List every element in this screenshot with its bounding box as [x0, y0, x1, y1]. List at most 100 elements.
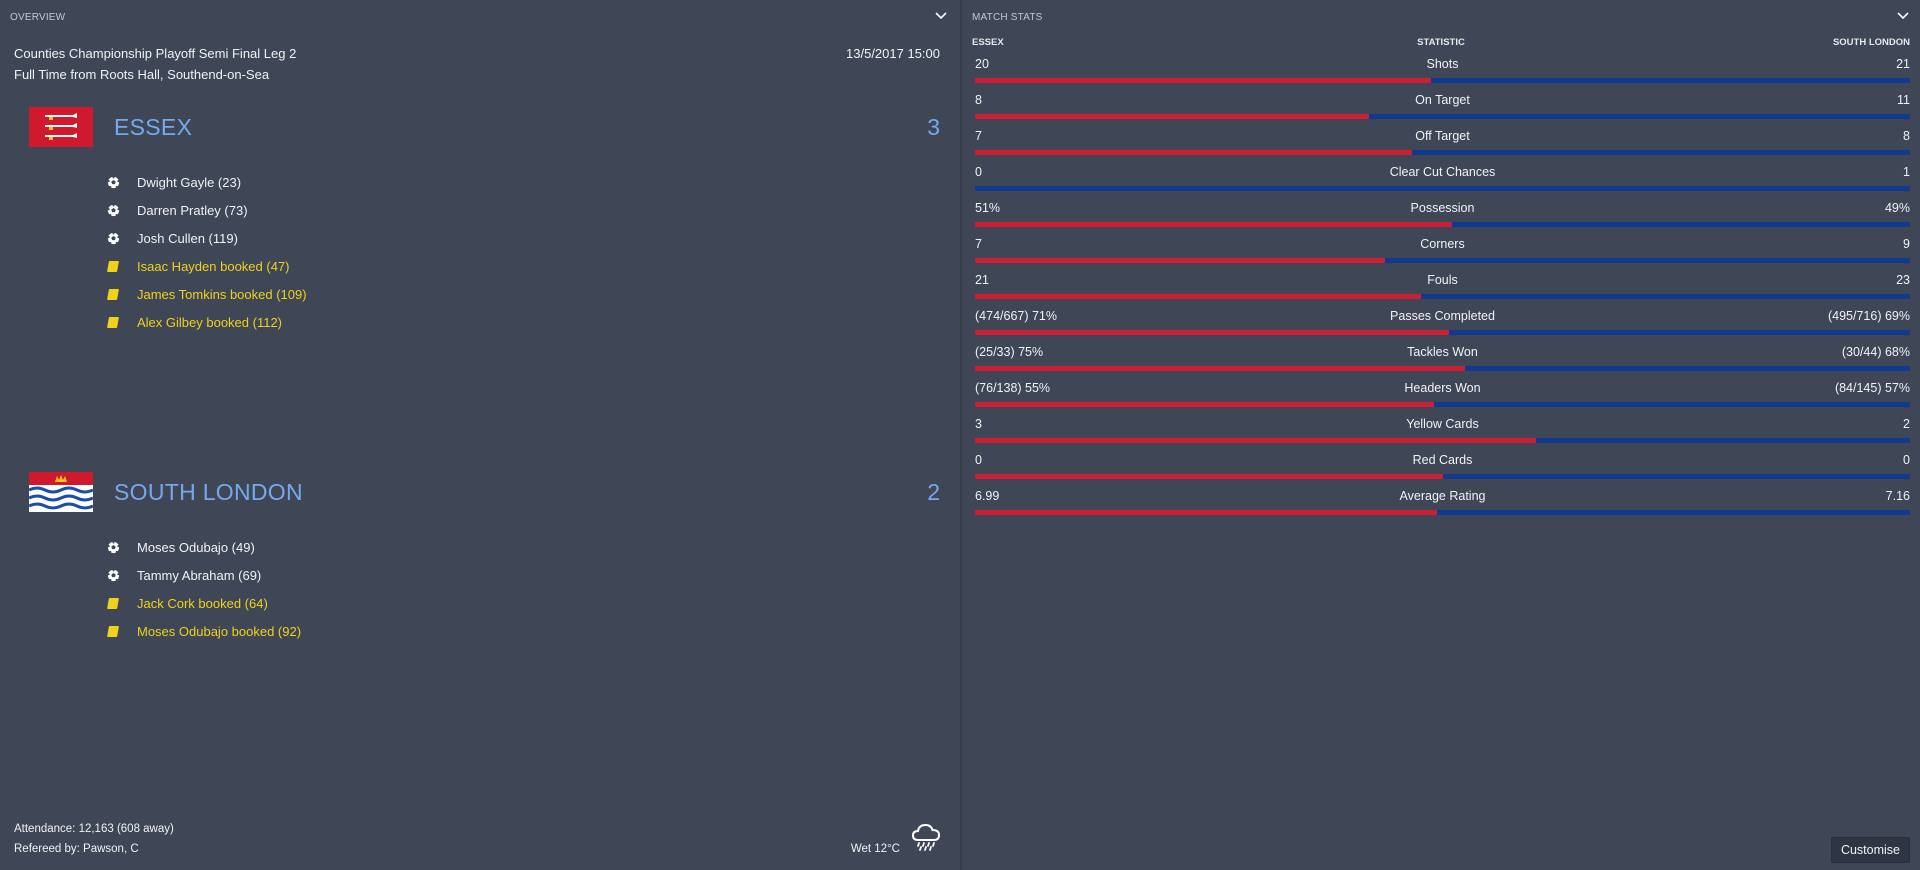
- customise-button[interactable]: Customise: [1830, 837, 1910, 863]
- stat-away-value: 8: [1903, 129, 1910, 143]
- overview-header: OVERVIEW: [0, 0, 958, 34]
- stat-away-value: 7.16: [1885, 489, 1910, 503]
- overview-collapse-button[interactable]: [932, 7, 950, 25]
- event-text[interactable]: Dwight Gayle (23): [137, 174, 242, 190]
- yellow-card-icon: [106, 259, 120, 273]
- event-text[interactable]: Moses Odubajo (49): [137, 539, 255, 555]
- home-team-score: 3: [927, 114, 940, 140]
- stat-row: 3 Yellow Cards 2: [975, 417, 1910, 447]
- stat-label: Red Cards: [1412, 453, 1473, 467]
- stat-label: Corners: [1420, 237, 1465, 251]
- overview-panel: OVERVIEW Counties Championship Playoff S…: [0, 0, 958, 870]
- yellow-card-icon: [106, 315, 120, 329]
- event-text[interactable]: Jack Cork booked (64): [137, 595, 268, 611]
- stat-home-bar: [975, 330, 1450, 335]
- stat-row: 21 Fouls 23: [975, 273, 1910, 303]
- stat-home-value: 8: [975, 93, 982, 107]
- home-team-name[interactable]: ESSEX: [114, 114, 193, 140]
- away-team-score: 2: [927, 479, 940, 505]
- event-text[interactable]: Alex Gilbey booked (112): [137, 314, 283, 330]
- stat-comparison-bar: [975, 222, 1910, 227]
- stat-away-value: (495/716) 69%: [1827, 309, 1910, 323]
- stat-row: (76/138) 55% Headers Won (84/145) 57%: [975, 381, 1910, 411]
- competition-name: Counties Championship Playoff Semi Final…: [14, 46, 297, 61]
- stat-home-bar: [975, 258, 1385, 263]
- football-icon: [106, 540, 120, 554]
- stat-away-value: (84/145) 57%: [1834, 381, 1910, 395]
- stat-away-value: 1: [1903, 165, 1910, 179]
- away-team-name[interactable]: SOUTH LONDON: [114, 479, 303, 505]
- event-text[interactable]: Isaac Hayden booked (47): [137, 258, 290, 274]
- stat-away-value: 49%: [1884, 201, 1910, 215]
- stat-row: 7 Off Target 8: [975, 129, 1910, 159]
- stat-comparison-bar: [975, 258, 1910, 263]
- stat-label: Fouls: [1427, 273, 1458, 287]
- stat-away-value: 23: [1896, 273, 1910, 287]
- stats-header-away[interactable]: SOUTH LONDON: [1832, 37, 1910, 48]
- stat-row: 20 Shots 21: [975, 57, 1910, 87]
- stat-comparison-bar: [975, 186, 1910, 191]
- stats-column-headers: ESSEX STATISTIC SOUTH LONDON: [972, 37, 1910, 51]
- stat-home-bar: [975, 150, 1412, 155]
- away-booking-event: Moses Odubajo booked (92): [106, 621, 301, 641]
- match-stats-header: MATCH STATS: [962, 0, 1920, 34]
- away-booking-event: Jack Cork booked (64): [106, 593, 268, 613]
- event-text[interactable]: Moses Odubajo booked (92): [137, 623, 302, 639]
- stat-label: On Target: [1415, 93, 1470, 107]
- stat-row: 8 On Target 11: [975, 93, 1910, 123]
- home-booking-event: Isaac Hayden booked (47): [106, 256, 289, 276]
- stat-comparison-bar: [975, 294, 1910, 299]
- event-text[interactable]: Tammy Abraham (69): [137, 567, 262, 583]
- essex-flag-icon[interactable]: [29, 107, 93, 147]
- stats-header-statistic: STATISTIC: [1417, 37, 1465, 48]
- stat-home-value: 3: [975, 417, 982, 431]
- event-text[interactable]: James Tomkins booked (109): [137, 286, 307, 302]
- stat-comparison-bar: [975, 330, 1910, 335]
- stat-home-value: 7: [975, 129, 982, 143]
- stat-home-bar: [975, 114, 1369, 119]
- match-stats-panel: MATCH STATS ESSEX STATISTIC SOUTH LONDON…: [960, 0, 1920, 870]
- home-goal-event: Josh Cullen (119): [106, 228, 238, 248]
- home-booking-event: James Tomkins booked (109): [106, 284, 307, 304]
- yellow-card-icon: [106, 624, 120, 638]
- stat-comparison-bar: [975, 510, 1910, 515]
- stat-row: 7 Corners 9: [975, 237, 1910, 267]
- match-stats-collapse-button[interactable]: [1894, 7, 1912, 25]
- stat-comparison-bar: [975, 438, 1910, 443]
- stat-home-bar: [975, 78, 1432, 83]
- stat-home-bar: [975, 366, 1465, 371]
- stat-row: 0 Clear Cut Chances 1: [975, 165, 1910, 195]
- stat-home-value: 0: [975, 165, 982, 179]
- event-text[interactable]: Darren Pratley (73): [137, 202, 248, 218]
- weather-text: Wet 12°C: [850, 843, 900, 855]
- stat-away-value: 0: [1903, 453, 1910, 467]
- stats-header-home[interactable]: ESSEX: [972, 37, 1004, 48]
- referee: Refereed by: Pawson, C: [14, 843, 139, 855]
- attendance: Attendance: 12,163 (608 away): [14, 823, 174, 835]
- stat-home-value: 0: [975, 453, 982, 467]
- south-london-flag-icon[interactable]: [29, 472, 93, 512]
- stat-row: 6.99 Average Rating 7.16: [975, 489, 1910, 519]
- chevron-down-icon: [935, 12, 947, 20]
- stat-away-value: 11: [1897, 93, 1910, 107]
- stat-home-bar: [975, 402, 1435, 407]
- stat-label: Possession: [1410, 201, 1475, 215]
- stat-comparison-bar: [975, 78, 1910, 83]
- rain-cloud-icon: [911, 823, 941, 851]
- stat-label: Shots: [1426, 57, 1459, 71]
- away-goal-event: Tammy Abraham (69): [106, 565, 261, 585]
- stat-home-value: 6.99: [975, 489, 1000, 503]
- event-text[interactable]: Josh Cullen (119): [137, 230, 238, 246]
- stat-comparison-bar: [975, 114, 1910, 119]
- away-goal-event: Moses Odubajo (49): [106, 537, 255, 557]
- match-stats-title: MATCH STATS: [972, 12, 1043, 23]
- home-goal-event: Dwight Gayle (23): [106, 172, 241, 192]
- stat-home-bar: [975, 294, 1421, 299]
- stat-home-bar: [975, 474, 1443, 479]
- stat-row: (25/33) 75% Tackles Won (30/44) 68%: [975, 345, 1910, 375]
- stat-comparison-bar: [975, 402, 1910, 407]
- stat-label: Yellow Cards: [1406, 417, 1479, 431]
- stat-home-bar: [975, 510, 1437, 515]
- home-goal-event: Darren Pratley (73): [106, 200, 248, 220]
- football-icon: [106, 231, 120, 245]
